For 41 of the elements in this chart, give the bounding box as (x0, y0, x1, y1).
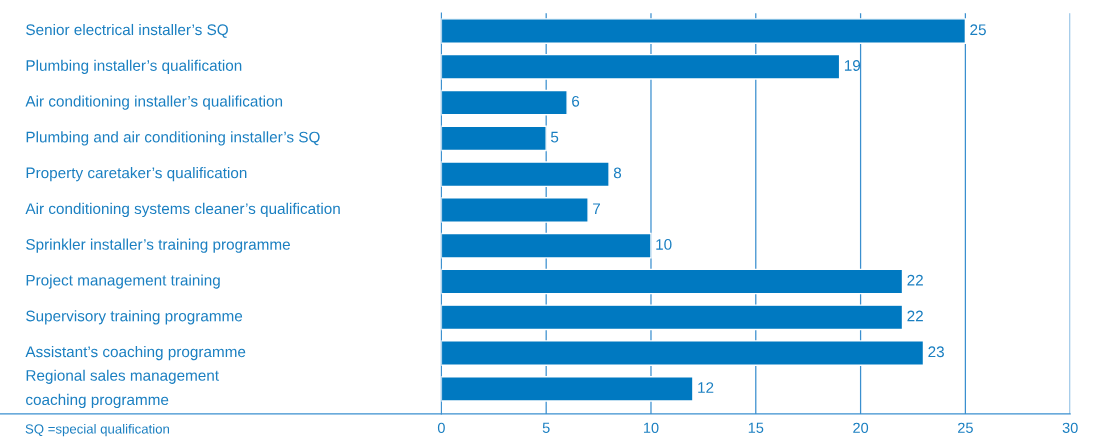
y-tick-label: Assistant’s coaching programme (25, 345, 246, 361)
y-tick-label: Property caretaker’s qualification (26, 167, 247, 182)
y-tick-label: Regional sales management coaching programme (26, 369, 219, 409)
y-tick-label: Plumbing and air conditioning installer’s SQ (26, 131, 320, 146)
y-tick-label: Air conditioning systems cleaner’s qualification (25, 202, 340, 218)
y-tick-label: Senior electrical installer’s SQ (26, 23, 228, 38)
data-label: 5 (550, 131, 559, 143)
x-tick-label: 15 (748, 422, 764, 433)
data-label: 10 (656, 239, 672, 250)
bar (441, 268, 904, 295)
y-tick-label: Project management training (26, 274, 220, 289)
bar (441, 197, 589, 223)
text: SQ =special qualification (25, 423, 169, 437)
x-tick-label: 10 (643, 422, 659, 433)
data-label: 6 (572, 95, 580, 107)
y-tick-label: Air conditioning installer’s qualification (25, 95, 283, 110)
bar (441, 304, 904, 331)
data-label: 22 (907, 274, 923, 286)
x-tick-label: 0 (437, 422, 445, 433)
data-label: 12 (698, 382, 714, 393)
bar (441, 340, 925, 366)
y-tick-label: Plumbing installer’s qualification (26, 59, 242, 74)
x-tick-label: 30 (1062, 422, 1078, 433)
data-label: 23 (928, 346, 944, 358)
data-label: 8 (613, 167, 622, 179)
x-tick-label: 25 (958, 422, 973, 433)
bar (441, 18, 967, 44)
bar (441, 376, 694, 402)
y-tick-label: Supervisory training programme (26, 310, 243, 325)
x-tick-label: 20 (853, 422, 869, 433)
x-tick-label: 5 (542, 422, 550, 433)
data-label: 25 (970, 24, 986, 36)
y-tick-label: Sprinkler installer’s training programme (26, 238, 290, 253)
bar (441, 161, 610, 188)
bar (441, 232, 652, 259)
bar (441, 53, 841, 80)
data-label: 22 (907, 310, 923, 322)
bar (441, 89, 568, 116)
bar (441, 125, 547, 152)
data-label: 7 (593, 203, 600, 214)
data-label: 19 (844, 60, 861, 71)
